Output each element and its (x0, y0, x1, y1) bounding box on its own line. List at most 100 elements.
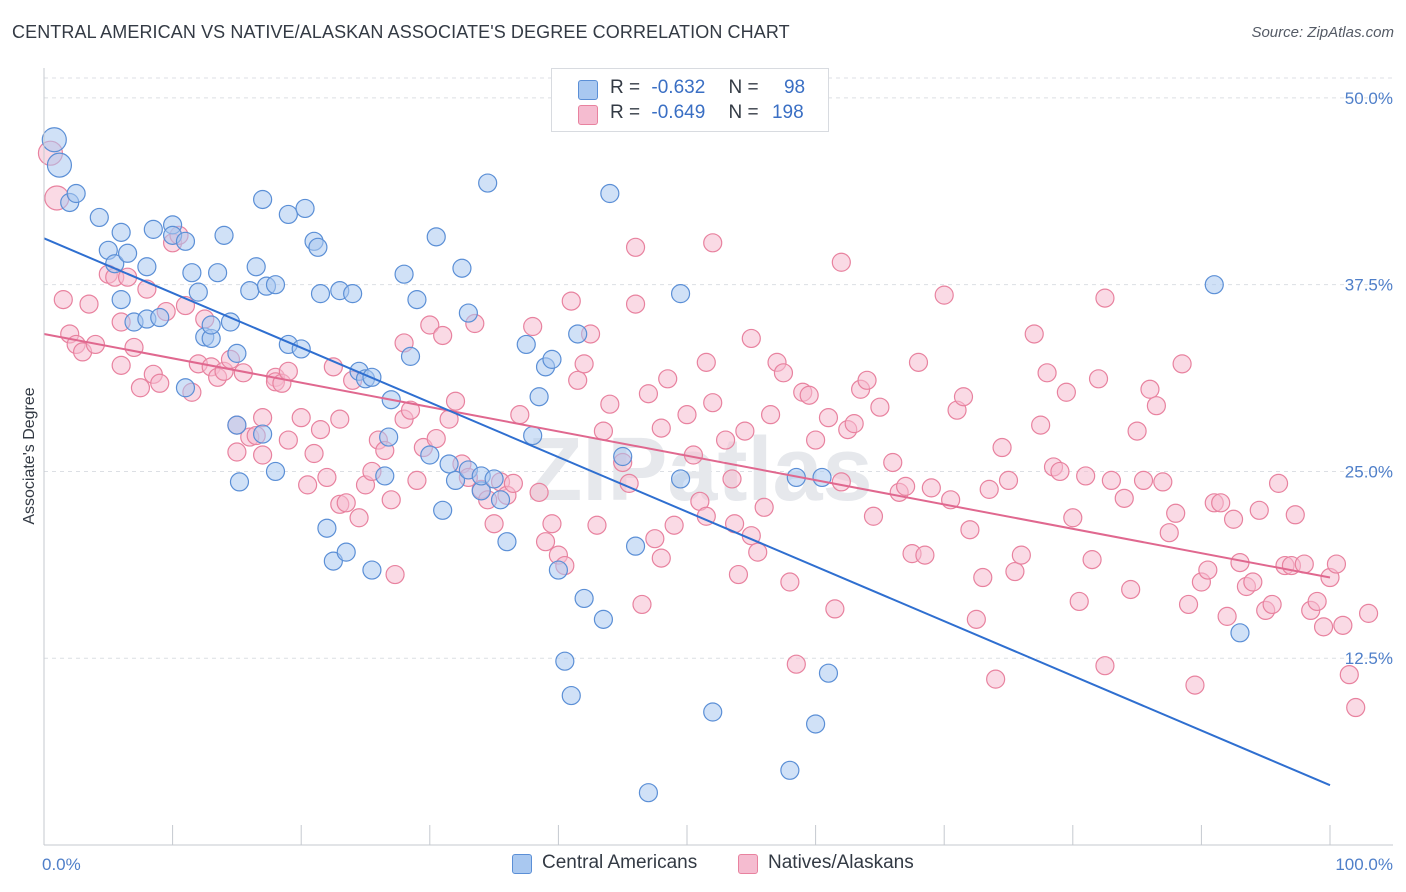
bottom-legend-swatch-pink (738, 854, 758, 874)
central-americans-point (516, 334, 536, 355)
central-americans-point (613, 446, 633, 467)
natives-alaskans-point (625, 294, 646, 314)
central-americans-point (143, 219, 163, 239)
natives-alaskans-point (1333, 615, 1353, 635)
natives-alaskans-point (863, 506, 884, 526)
natives-alaskans-point (79, 294, 99, 314)
natives-alaskans-point (760, 405, 781, 425)
central-americans-point (214, 225, 234, 245)
natives-alaskans-point (1262, 594, 1282, 615)
central-americans-point (240, 281, 260, 301)
natives-alaskans-point (664, 515, 684, 535)
central-americans-point (484, 469, 504, 489)
central-americans-trend-line (43, 237, 1331, 787)
central-americans-point (548, 560, 569, 580)
central-americans-point (542, 349, 562, 369)
central-americans-point (625, 536, 646, 556)
natives-alaskans-point (998, 470, 1019, 491)
natives-alaskans-point (1358, 603, 1379, 623)
y-axis-title: Associate's Degree (21, 387, 38, 524)
natives-alaskans-point (349, 508, 369, 528)
natives-alaskans-point (825, 599, 845, 619)
central-americans-point (407, 290, 427, 310)
y-tick-label: 50.0% (1345, 89, 1393, 108)
natives-alaskans-point (658, 369, 678, 389)
natives-alaskans-point (1095, 656, 1115, 676)
natives-alaskans-point (1159, 523, 1179, 543)
natives-alaskans-point (291, 408, 311, 428)
central-americans-point (600, 183, 620, 204)
central-americans-point (265, 461, 286, 482)
natives-alaskans-point (960, 520, 980, 540)
natives-alaskans-point (986, 669, 1006, 689)
natives-alaskans-point (1178, 594, 1199, 615)
natives-alaskans-point (818, 408, 839, 428)
central-americans-point (308, 237, 328, 257)
natives-alaskans-point (1024, 324, 1044, 344)
central-americans-point (375, 466, 395, 486)
central-americans-point (117, 243, 138, 263)
natives-alaskans-point (1326, 554, 1347, 574)
natives-alaskans-point (330, 409, 350, 429)
natives-alaskans-point (1211, 493, 1231, 513)
natives-alaskans-point (741, 328, 761, 349)
natives-alaskans-point (908, 352, 929, 372)
natives-alaskans-point (703, 233, 723, 253)
central-americans-point (555, 651, 575, 671)
central-americans-point (638, 783, 659, 803)
natives-alaskans-point (1198, 560, 1218, 580)
natives-alaskans-point (1217, 606, 1237, 626)
legend-r-value-blue: -0.632 (651, 77, 706, 98)
natives-alaskans-point (754, 497, 774, 517)
x-tick-label-min: 0.0% (42, 855, 81, 874)
legend-n-label: N = (728, 102, 759, 123)
natives-alaskans-point (870, 397, 890, 417)
natives-alaskans-point (1056, 382, 1076, 402)
natives-alaskans-point (773, 363, 794, 383)
natives-alaskans-point (310, 420, 331, 440)
central-americans-point (780, 760, 800, 780)
natives-alaskans-point (1243, 572, 1263, 592)
natives-alaskans-point (625, 237, 646, 257)
natives-alaskans-point (124, 337, 144, 358)
central-americans-point (426, 227, 446, 247)
legend-r-value-pink: -0.649 (651, 102, 706, 123)
natives-alaskans-point (1050, 461, 1070, 482)
natives-alaskans-point (1101, 470, 1121, 491)
central-americans-point (490, 490, 511, 510)
natives-alaskans-point (600, 394, 620, 414)
central-americans-point (1204, 275, 1224, 295)
central-americans-point (182, 263, 202, 283)
natives-alaskans-point (1185, 675, 1205, 695)
natives-alaskans-point (1153, 472, 1173, 492)
natives-alaskans-point (857, 370, 877, 390)
central-americans-point (529, 387, 549, 407)
central-americans-point (310, 284, 331, 304)
central-americans-point (452, 258, 472, 278)
natives-alaskans-point (385, 564, 405, 585)
y-tick-label: 25.0% (1345, 462, 1393, 481)
natives-alaskans-point (561, 291, 581, 311)
natives-alaskans-point (503, 473, 523, 493)
natives-alaskans-point (420, 315, 440, 335)
chart-title: CENTRAL AMERICAN VS NATIVE/ALASKAN ASSOC… (12, 22, 790, 42)
natives-alaskans-point (638, 384, 659, 404)
central-americans-point (523, 425, 543, 446)
central-americans-point (175, 378, 196, 398)
natives-alaskans-point (703, 393, 723, 413)
central-americans-point (439, 454, 459, 474)
natives-alaskans-point (445, 391, 466, 411)
central-americans-point (201, 315, 221, 335)
natives-alaskans-point (298, 475, 318, 495)
central-americans-point (253, 424, 273, 444)
natives-alaskans-point (896, 476, 916, 496)
central-americans-point (394, 264, 414, 284)
natives-alaskans-point (484, 514, 504, 534)
natives-alaskans-point (407, 470, 427, 491)
natives-alaskans-point (715, 430, 736, 450)
natives-alaskans-point (278, 361, 298, 381)
natives-alaskans-point (574, 354, 594, 374)
natives-alaskans-point (150, 373, 170, 393)
correlation-legend: R = -0.632 N = 98 R = -0.649 N = 198 (551, 68, 829, 132)
